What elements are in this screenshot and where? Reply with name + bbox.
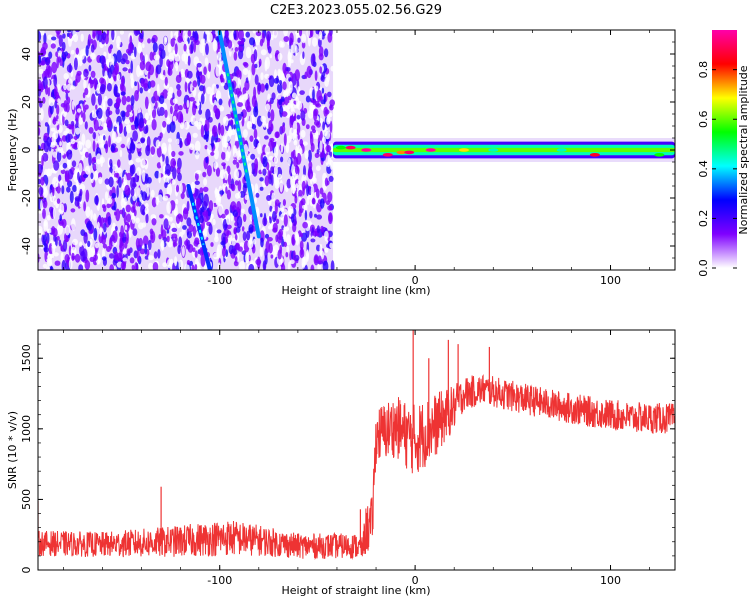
colorbar-gradient	[712, 30, 737, 268]
snr-frame	[37, 329, 676, 571]
snr-marks	[38, 330, 675, 560]
x-tick-label: 0	[412, 574, 419, 587]
snr-series-line	[38, 374, 675, 560]
colorbar-tick-label: 0.6	[697, 111, 710, 129]
y-tick-label: 0	[20, 147, 33, 154]
spectrogram-xlabel: Height of straight line (km)	[281, 284, 430, 297]
snr-xlabel: Height of straight line (km)	[281, 584, 430, 597]
x-tick-label: -100	[207, 274, 232, 287]
heatmap-cell	[625, 148, 636, 152]
y-tick-label: 1000	[20, 415, 33, 443]
heatmap-cell	[335, 145, 346, 150]
colorbar-tick-label: 0.8	[697, 61, 710, 79]
y-tick-label: 0	[20, 567, 33, 574]
y-tick-label: 500	[20, 489, 33, 510]
colorbar-tick-label: 0.4	[697, 160, 710, 178]
colorbar-tick-label: 0.0	[697, 259, 710, 277]
spectrogram-ticks: -100 0 100 -40 -20 0 20 40	[20, 29, 675, 287]
heatmap-cell	[589, 153, 600, 157]
colorbar: 0.0 0.2 0.4 0.6 0.8 Normalized spectral ampl…	[697, 30, 750, 277]
heatmap-cell	[458, 148, 469, 152]
heatmap-cell	[382, 153, 393, 157]
heatmap-cell	[654, 153, 665, 157]
heatmap-cell	[345, 145, 356, 150]
spectrogram-panel: -100 0 100 -40 -20 0 20 40 Height of straight l…	[6, 29, 676, 297]
y-tick-label: 40	[20, 47, 33, 61]
colorbar-tick-label: 0.2	[697, 210, 710, 228]
heatmap-cell	[425, 148, 436, 152]
heatmap-cell	[488, 148, 499, 152]
heatmap-cell	[361, 148, 372, 152]
heatmap-region	[38, 30, 336, 270]
y-tick-label: -20	[20, 189, 33, 207]
colorbar-label: Normalized spectral amplitude	[737, 65, 750, 234]
y-tick-label: -40	[20, 237, 33, 255]
x-tick-label: -100	[207, 574, 232, 587]
heatmap-streak	[186, 184, 212, 270]
y-tick-label: 20	[20, 95, 33, 109]
figure-title: C2E3.2023.055.02.56.G29	[270, 3, 442, 18]
x-tick-label: 0	[412, 274, 419, 287]
x-tick-label: 100	[600, 574, 621, 587]
x-tick-label: 100	[600, 274, 621, 287]
heatmap-streak	[217, 30, 261, 239]
y-tick-label: 1500	[20, 344, 33, 372]
heatmap-region	[333, 138, 675, 162]
heatmap-cell	[404, 150, 415, 155]
heatmap-cell	[556, 148, 567, 152]
spectrogram-marks	[38, 30, 675, 270]
spectrogram-ylabel: Frequency (Hz)	[6, 109, 19, 192]
colorbar-ticks: 0.0 0.2 0.4 0.6 0.8	[697, 61, 737, 277]
snr-ylabel: SNR (10 * v/v)	[6, 411, 19, 489]
heatmap-cell	[396, 150, 407, 155]
